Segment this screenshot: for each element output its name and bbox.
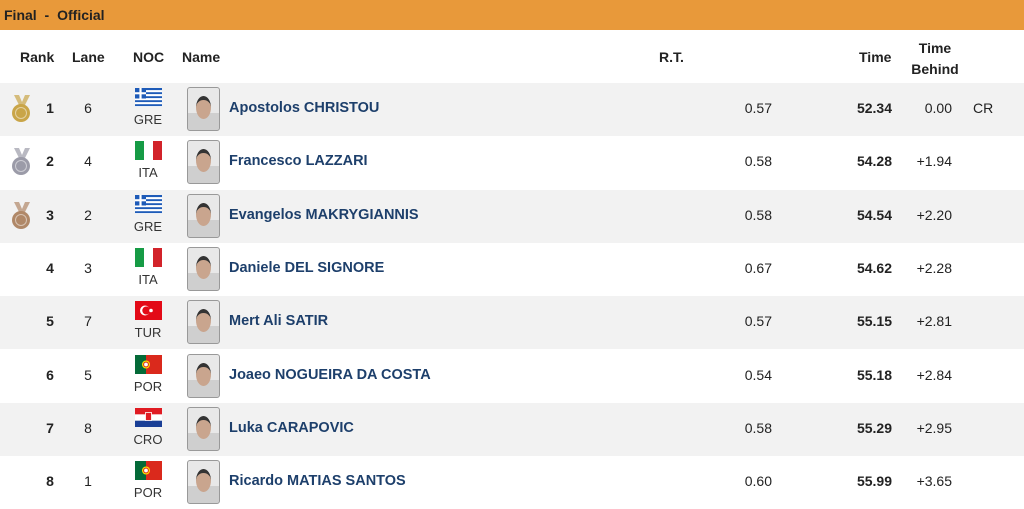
time: 55.15 [856, 313, 892, 330]
athlete-name[interactable]: Joaeo NOGUEIRA DA COSTA [229, 366, 431, 383]
reaction-time: 0.60 [744, 473, 772, 490]
rank: 4 [46, 259, 54, 276]
result-row: 8 1 POR Ricardo MATIAS SANTOS 0.60 55.99 +3.65 [0, 456, 1024, 509]
flag [135, 194, 162, 214]
athlete-photo [187, 246, 220, 291]
col-lane: Lane [72, 49, 105, 65]
time: 55.18 [856, 366, 892, 383]
time-behind: +2.20 [916, 206, 952, 223]
lane: 7 [84, 313, 92, 330]
result-row: 4 3 ITA Daniele DEL SIGNORE 0.67 54.62 +2.28 [0, 243, 1024, 296]
col-behind: Time Behind [911, 40, 959, 77]
noc: GRE [133, 112, 163, 127]
rank: 2 [46, 153, 54, 170]
flag [135, 407, 162, 427]
result-row: 2 4 ITA Francesco LAZZARI 0.58 54.28 +1.94 [0, 136, 1024, 189]
time: 55.99 [856, 473, 892, 490]
athlete-photo [187, 87, 220, 131]
flag [135, 141, 162, 161]
time-behind: +3.65 [916, 473, 952, 490]
time: 55.29 [856, 419, 892, 436]
result-row: 7 8 CRO Luka CARAPOVIC 0.58 55.29 +2.95 [0, 402, 1024, 456]
athlete-name[interactable]: Apostolos CHRISTOU [229, 100, 380, 116]
time-behind: +2.81 [916, 313, 952, 330]
athlete-photo [187, 353, 220, 398]
flag [135, 461, 162, 481]
result-row: 6 5 POR Joaeo NOGUEIRA DA COSTA 0.54 55.18 +2.… [0, 350, 1024, 403]
col-rank: Rank [20, 49, 55, 65]
lane: 3 [84, 259, 92, 276]
time-behind: 0.00 [924, 100, 952, 116]
flag [135, 88, 162, 107]
time: 52.34 [856, 100, 892, 116]
lane: 4 [84, 153, 92, 170]
athlete-name[interactable]: Luka CARAPOVIC [229, 419, 354, 436]
time: 54.28 [856, 153, 892, 170]
col-rt: R.T. [659, 49, 684, 65]
time-behind: +1.94 [916, 153, 952, 170]
lane: 6 [84, 100, 92, 116]
result-row: 5 7 TUR Mert Ali SATIR 0.57 55.15 +2.81 [0, 296, 1024, 350]
flag [135, 354, 162, 374]
flag [135, 301, 162, 321]
athlete-name[interactable]: Daniele DEL SIGNORE [229, 259, 385, 276]
noc: ITA [138, 165, 158, 181]
medal-icon [12, 148, 30, 176]
time-behind: +2.28 [916, 259, 952, 276]
reaction-time: 0.58 [744, 419, 772, 436]
reaction-time: 0.58 [744, 206, 772, 223]
time: 54.62 [856, 259, 892, 276]
lane: 5 [84, 366, 92, 383]
time-behind: +2.95 [916, 419, 952, 436]
athlete-photo [187, 193, 220, 238]
noc: GRE [133, 218, 163, 234]
lane: 2 [84, 206, 92, 223]
noc: POR [133, 378, 163, 394]
athlete-name[interactable]: Ricardo MATIAS SANTOS [229, 473, 406, 490]
col-name: Name [182, 49, 221, 65]
flag [135, 247, 162, 267]
noc: ITA [138, 271, 158, 287]
rank: 5 [46, 313, 54, 330]
athlete-photo [187, 406, 220, 451]
rank: 7 [46, 419, 54, 436]
title-bar: Final - Official [0, 0, 1024, 30]
athlete-name[interactable]: Evangelos MAKRYGIANNIS [229, 206, 419, 223]
athlete-photo [187, 140, 220, 185]
time: 54.54 [856, 206, 892, 223]
athlete-name[interactable]: Mert Ali SATIR [229, 313, 329, 330]
result-row: 1 6 GRE Apostolos CHRISTOU 0.57 52.34 0.00 CR [0, 83, 1024, 136]
noc: POR [133, 485, 163, 501]
medal-icon [12, 95, 30, 122]
record: CR [973, 100, 994, 116]
rank: 8 [46, 473, 54, 490]
noc: CRO [133, 431, 163, 447]
reaction-time: 0.58 [744, 153, 772, 170]
title: Final - Official [4, 7, 105, 23]
rank: 3 [46, 206, 54, 223]
noc: TUR [134, 325, 162, 341]
athlete-photo [187, 300, 220, 345]
col-time: Time [859, 49, 892, 65]
lane: 8 [84, 419, 92, 436]
reaction-time: 0.57 [744, 100, 772, 116]
rank: 1 [46, 100, 54, 116]
reaction-time: 0.54 [744, 366, 772, 383]
lane: 1 [84, 473, 92, 490]
reaction-time: 0.57 [744, 313, 772, 330]
athlete-photo [187, 460, 220, 505]
reaction-time: 0.67 [744, 259, 772, 276]
athlete-name[interactable]: Francesco LAZZARI [229, 153, 368, 170]
time-behind: +2.84 [916, 366, 952, 383]
col-noc: NOC [133, 49, 165, 65]
result-row: 3 2 GRE Evangelos MAKRYGIANNIS 0.58 54.54 +2.2… [0, 189, 1024, 243]
medal-icon [12, 201, 30, 229]
rank: 6 [46, 366, 54, 383]
